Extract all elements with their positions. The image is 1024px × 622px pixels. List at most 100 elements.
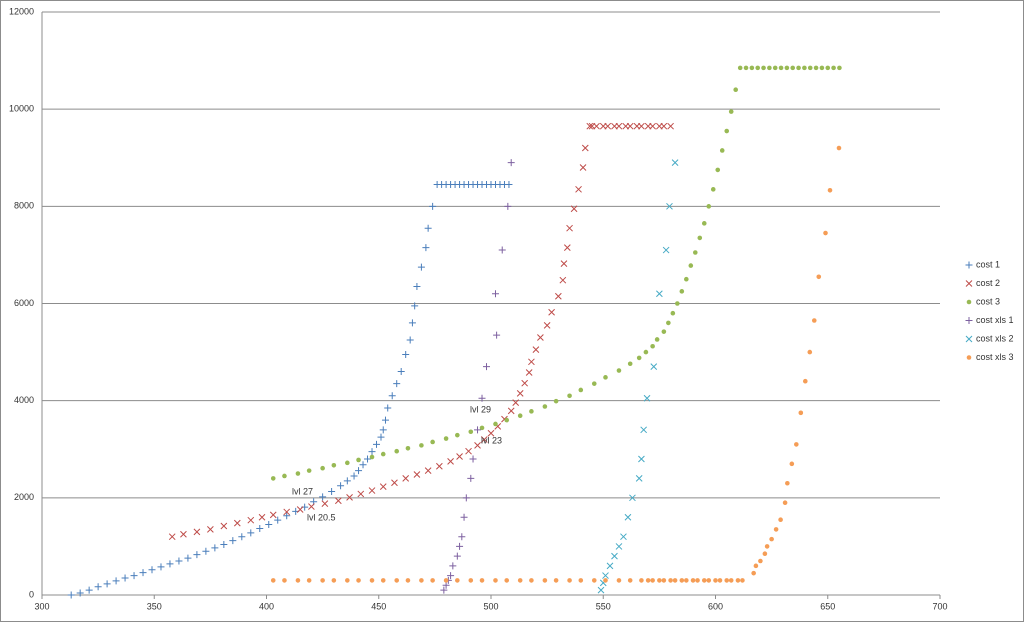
point — [769, 536, 774, 542]
point — [306, 578, 312, 583]
point — [749, 65, 755, 71]
point — [356, 578, 361, 583]
point — [430, 578, 435, 583]
point — [643, 349, 649, 355]
point — [660, 122, 668, 130]
point — [168, 533, 176, 541]
point — [85, 586, 93, 594]
point — [755, 65, 761, 71]
point — [493, 331, 501, 339]
point — [487, 429, 495, 437]
point — [447, 572, 455, 580]
point — [478, 394, 486, 402]
point — [782, 500, 788, 505]
point — [688, 263, 694, 268]
point — [578, 387, 584, 393]
point — [345, 578, 350, 583]
point — [408, 319, 416, 327]
point — [671, 159, 679, 166]
point — [616, 578, 622, 583]
point — [543, 322, 551, 329]
point — [468, 578, 474, 583]
legend-label: cost xls 1 — [976, 315, 1014, 325]
point — [616, 368, 622, 373]
point — [76, 589, 84, 597]
point — [458, 533, 466, 541]
point — [724, 578, 730, 583]
point — [620, 533, 627, 541]
point — [636, 355, 642, 361]
point — [532, 346, 540, 354]
point — [498, 246, 506, 254]
point — [650, 363, 658, 371]
y-tick-label: 2000 — [14, 492, 34, 502]
point — [393, 380, 401, 388]
point — [449, 562, 457, 570]
point — [553, 398, 559, 404]
x-tick-label: 600 — [708, 601, 723, 611]
point — [94, 583, 102, 591]
point — [306, 468, 312, 473]
point — [350, 472, 358, 480]
point — [740, 578, 745, 583]
point — [603, 578, 608, 583]
point — [611, 552, 618, 560]
point — [692, 250, 698, 255]
point — [440, 586, 448, 594]
point — [591, 578, 597, 583]
point — [373, 440, 381, 448]
point — [566, 224, 573, 232]
point — [650, 578, 655, 583]
point — [424, 467, 432, 474]
point — [728, 578, 734, 583]
point — [319, 493, 327, 501]
point — [175, 557, 183, 565]
point — [761, 65, 766, 71]
point — [666, 320, 671, 326]
point — [331, 578, 337, 583]
point — [405, 578, 411, 583]
point — [772, 65, 778, 71]
point — [758, 558, 763, 564]
point — [368, 448, 376, 456]
point — [274, 516, 282, 524]
point — [184, 554, 192, 562]
point — [493, 578, 498, 583]
point — [626, 122, 634, 130]
point — [321, 500, 329, 508]
point — [443, 436, 449, 441]
point — [193, 551, 201, 559]
point — [388, 392, 396, 400]
point — [356, 457, 361, 463]
point — [308, 503, 315, 510]
point — [157, 563, 165, 571]
point — [559, 276, 567, 284]
point — [567, 393, 572, 399]
point — [785, 480, 790, 486]
point — [697, 235, 703, 241]
point — [570, 205, 578, 213]
x-tick-label: 700 — [932, 601, 947, 611]
point — [837, 65, 842, 71]
point — [474, 442, 481, 449]
point — [419, 443, 424, 448]
x-tick-label: 650 — [820, 601, 835, 611]
point — [220, 522, 228, 530]
point — [803, 378, 808, 384]
point — [602, 572, 609, 579]
annotation: lvl 20.5 — [307, 512, 336, 522]
point — [331, 462, 337, 468]
point — [670, 310, 676, 316]
point — [762, 551, 768, 557]
point — [345, 460, 350, 466]
point — [148, 566, 156, 574]
legend-marker — [965, 317, 973, 324]
point — [624, 513, 632, 521]
point — [357, 490, 365, 498]
point — [553, 578, 559, 583]
point — [456, 453, 463, 460]
point — [270, 476, 276, 481]
point — [455, 432, 460, 438]
point — [794, 442, 799, 447]
